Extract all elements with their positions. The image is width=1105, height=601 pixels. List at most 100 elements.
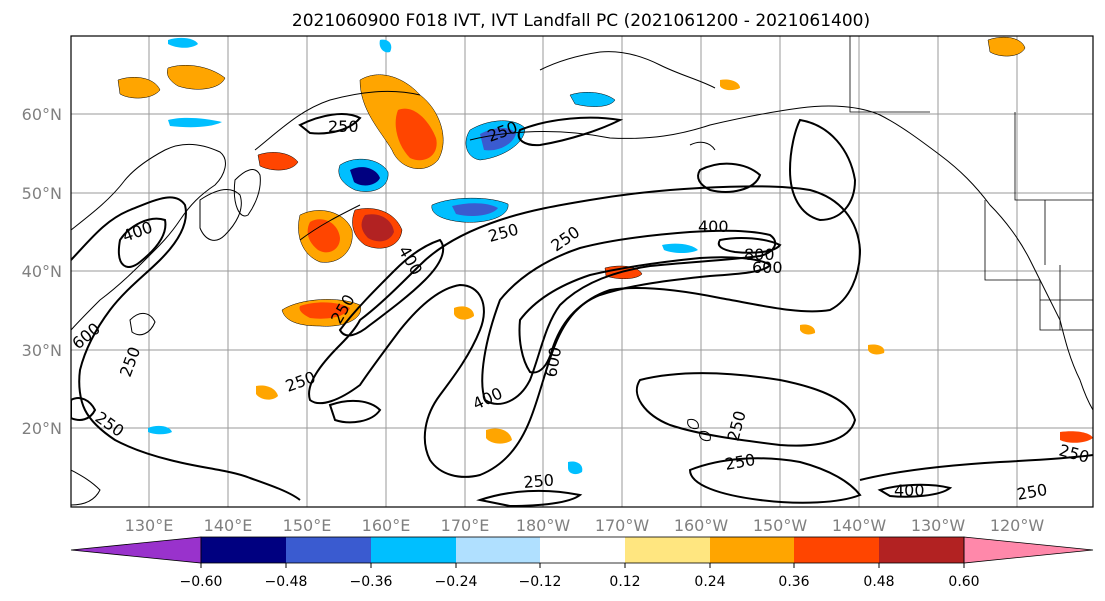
contour-labels: 250 250 400 400 250 250 400 800 600 250 … <box>71 117 1091 504</box>
ivt-contour-250 <box>788 118 857 222</box>
contour-label: 600 <box>752 258 783 277</box>
cool-patch <box>350 167 380 186</box>
lon-tick-label: 130°W <box>911 516 966 535</box>
warm-patch <box>117 77 161 99</box>
cool-patch <box>168 117 222 128</box>
colorbar-tick-label: 0.12 <box>609 574 640 590</box>
colorbar: −0.60 −0.48 −0.36 −0.24 −0.12 0.12 0.24 … <box>70 536 1094 590</box>
cool-patch <box>379 39 392 53</box>
ivt-contour-250 <box>688 457 862 504</box>
lat-tick-label: 40°N <box>22 262 62 281</box>
warm-patch <box>800 324 816 335</box>
colorbar-segment <box>540 537 625 563</box>
colorbar-segment <box>201 537 286 563</box>
ivt-contour-250 <box>308 185 862 478</box>
contour-label: 800 <box>744 245 775 264</box>
lon-tick-label: 150°W <box>753 516 808 535</box>
warm-patch <box>395 108 437 161</box>
colorbar-tick-label: −0.60 <box>180 574 223 590</box>
lon-tick-label: 160°W <box>674 516 729 535</box>
warm-patch <box>167 65 226 90</box>
lon-tick-label: 180°W <box>516 516 571 535</box>
ivt-contours <box>71 113 1093 507</box>
ivt-contour-400 <box>117 217 167 268</box>
graticule <box>71 36 1093 507</box>
contour-label: 400 <box>894 481 925 500</box>
lon-tick-label: 140°W <box>832 516 887 535</box>
ivt-contour-250 <box>328 399 382 424</box>
cool-patch <box>569 92 616 107</box>
cool-patch <box>662 243 698 253</box>
colorbar-tick-label: −0.24 <box>435 574 478 590</box>
lat-tick-label: 50°N <box>22 184 62 203</box>
lon-tick-label: 160°E <box>362 516 411 535</box>
lon-tick-label: 140°E <box>204 516 253 535</box>
colorbar-tick-label: −0.48 <box>265 574 308 590</box>
colorbar-segment <box>286 537 371 563</box>
cool-patch <box>148 425 172 435</box>
map-panel: 250 250 400 400 250 250 400 800 600 250 … <box>70 35 1094 508</box>
ivt-contour-400 <box>338 238 445 337</box>
contour-label: 250 <box>523 470 555 492</box>
warm-patch <box>257 152 299 171</box>
lon-tick-label: 170°W <box>595 516 650 535</box>
map-frame <box>70 35 1094 508</box>
cool-patch <box>568 461 583 475</box>
warm-patch <box>868 344 885 355</box>
colorbar-min-extension <box>70 536 202 564</box>
colorbar-tick-label: −0.36 <box>350 574 393 590</box>
warm-patch <box>1060 431 1093 443</box>
warm-patch <box>307 219 340 253</box>
ivt-contour-400 <box>877 483 953 498</box>
coastlines <box>71 36 1093 506</box>
colorbar-segment <box>879 537 964 563</box>
colorbar-tick-label: 0.60 <box>948 574 979 590</box>
cool-patch <box>168 37 198 48</box>
warm-patch <box>256 385 278 400</box>
lon-tick-label: 120°W <box>990 516 1045 535</box>
colorbar-ticks <box>200 563 965 568</box>
colorbar-frame <box>200 536 965 564</box>
map-title: 2021060900 F018 IVT, IVT Landfall PC (20… <box>292 11 870 31</box>
lon-tick-labels: 130°E 140°E 150°E 160°E 170°E 180°W 170°… <box>125 516 1045 535</box>
ivt-contour-250 <box>71 397 97 421</box>
warm-patch <box>987 37 1026 57</box>
ivt-contour-250 <box>476 489 583 507</box>
cool-patch <box>452 203 498 216</box>
ivt-contour-250 <box>859 454 1093 481</box>
warm-patch <box>454 306 474 320</box>
ivt-contour-400 <box>481 229 777 405</box>
ivt-contour-250 <box>697 162 762 193</box>
colorbar-tick-label: −0.12 <box>519 574 562 590</box>
ivt-contour-250 <box>517 116 624 147</box>
colorbar-segment <box>371 537 456 563</box>
lat-tick-label: 30°N <box>22 341 62 360</box>
warm-patch <box>720 79 740 91</box>
colorbar-tick-label: 0.36 <box>778 574 809 590</box>
lat-tick-label: 20°N <box>22 419 62 438</box>
colorbar-segment <box>710 537 794 563</box>
warm-patch <box>299 302 350 319</box>
lat-tick-label: 60°N <box>22 105 62 124</box>
warm-patch <box>486 428 512 444</box>
ivt-contour-250 <box>71 196 301 501</box>
ivt-contour-250 <box>298 113 362 135</box>
ivt-contour-800 <box>717 236 782 254</box>
lat-tick-labels: 60°N 50°N 40°N 30°N 20°N <box>22 105 62 438</box>
contour-label: 400 <box>698 217 729 236</box>
pc-shading <box>117 37 1093 475</box>
warm-patch <box>361 214 394 242</box>
colorbar-segment <box>625 537 710 563</box>
contour-label: 250 <box>328 117 359 136</box>
lon-tick-label: 130°E <box>125 516 174 535</box>
lon-tick-label: 170°E <box>441 516 490 535</box>
ivt-contour-250 <box>635 372 857 447</box>
colorbar-tick-label: 0.24 <box>694 574 725 590</box>
ivt-contour-600 <box>518 256 772 374</box>
colorbar-segment <box>456 537 540 563</box>
colorbar-segment <box>794 537 879 563</box>
lon-tick-label: 150°E <box>283 516 332 535</box>
colorbar-tick-label: 0.48 <box>863 574 894 590</box>
colorbar-max-extension <box>963 536 1094 564</box>
